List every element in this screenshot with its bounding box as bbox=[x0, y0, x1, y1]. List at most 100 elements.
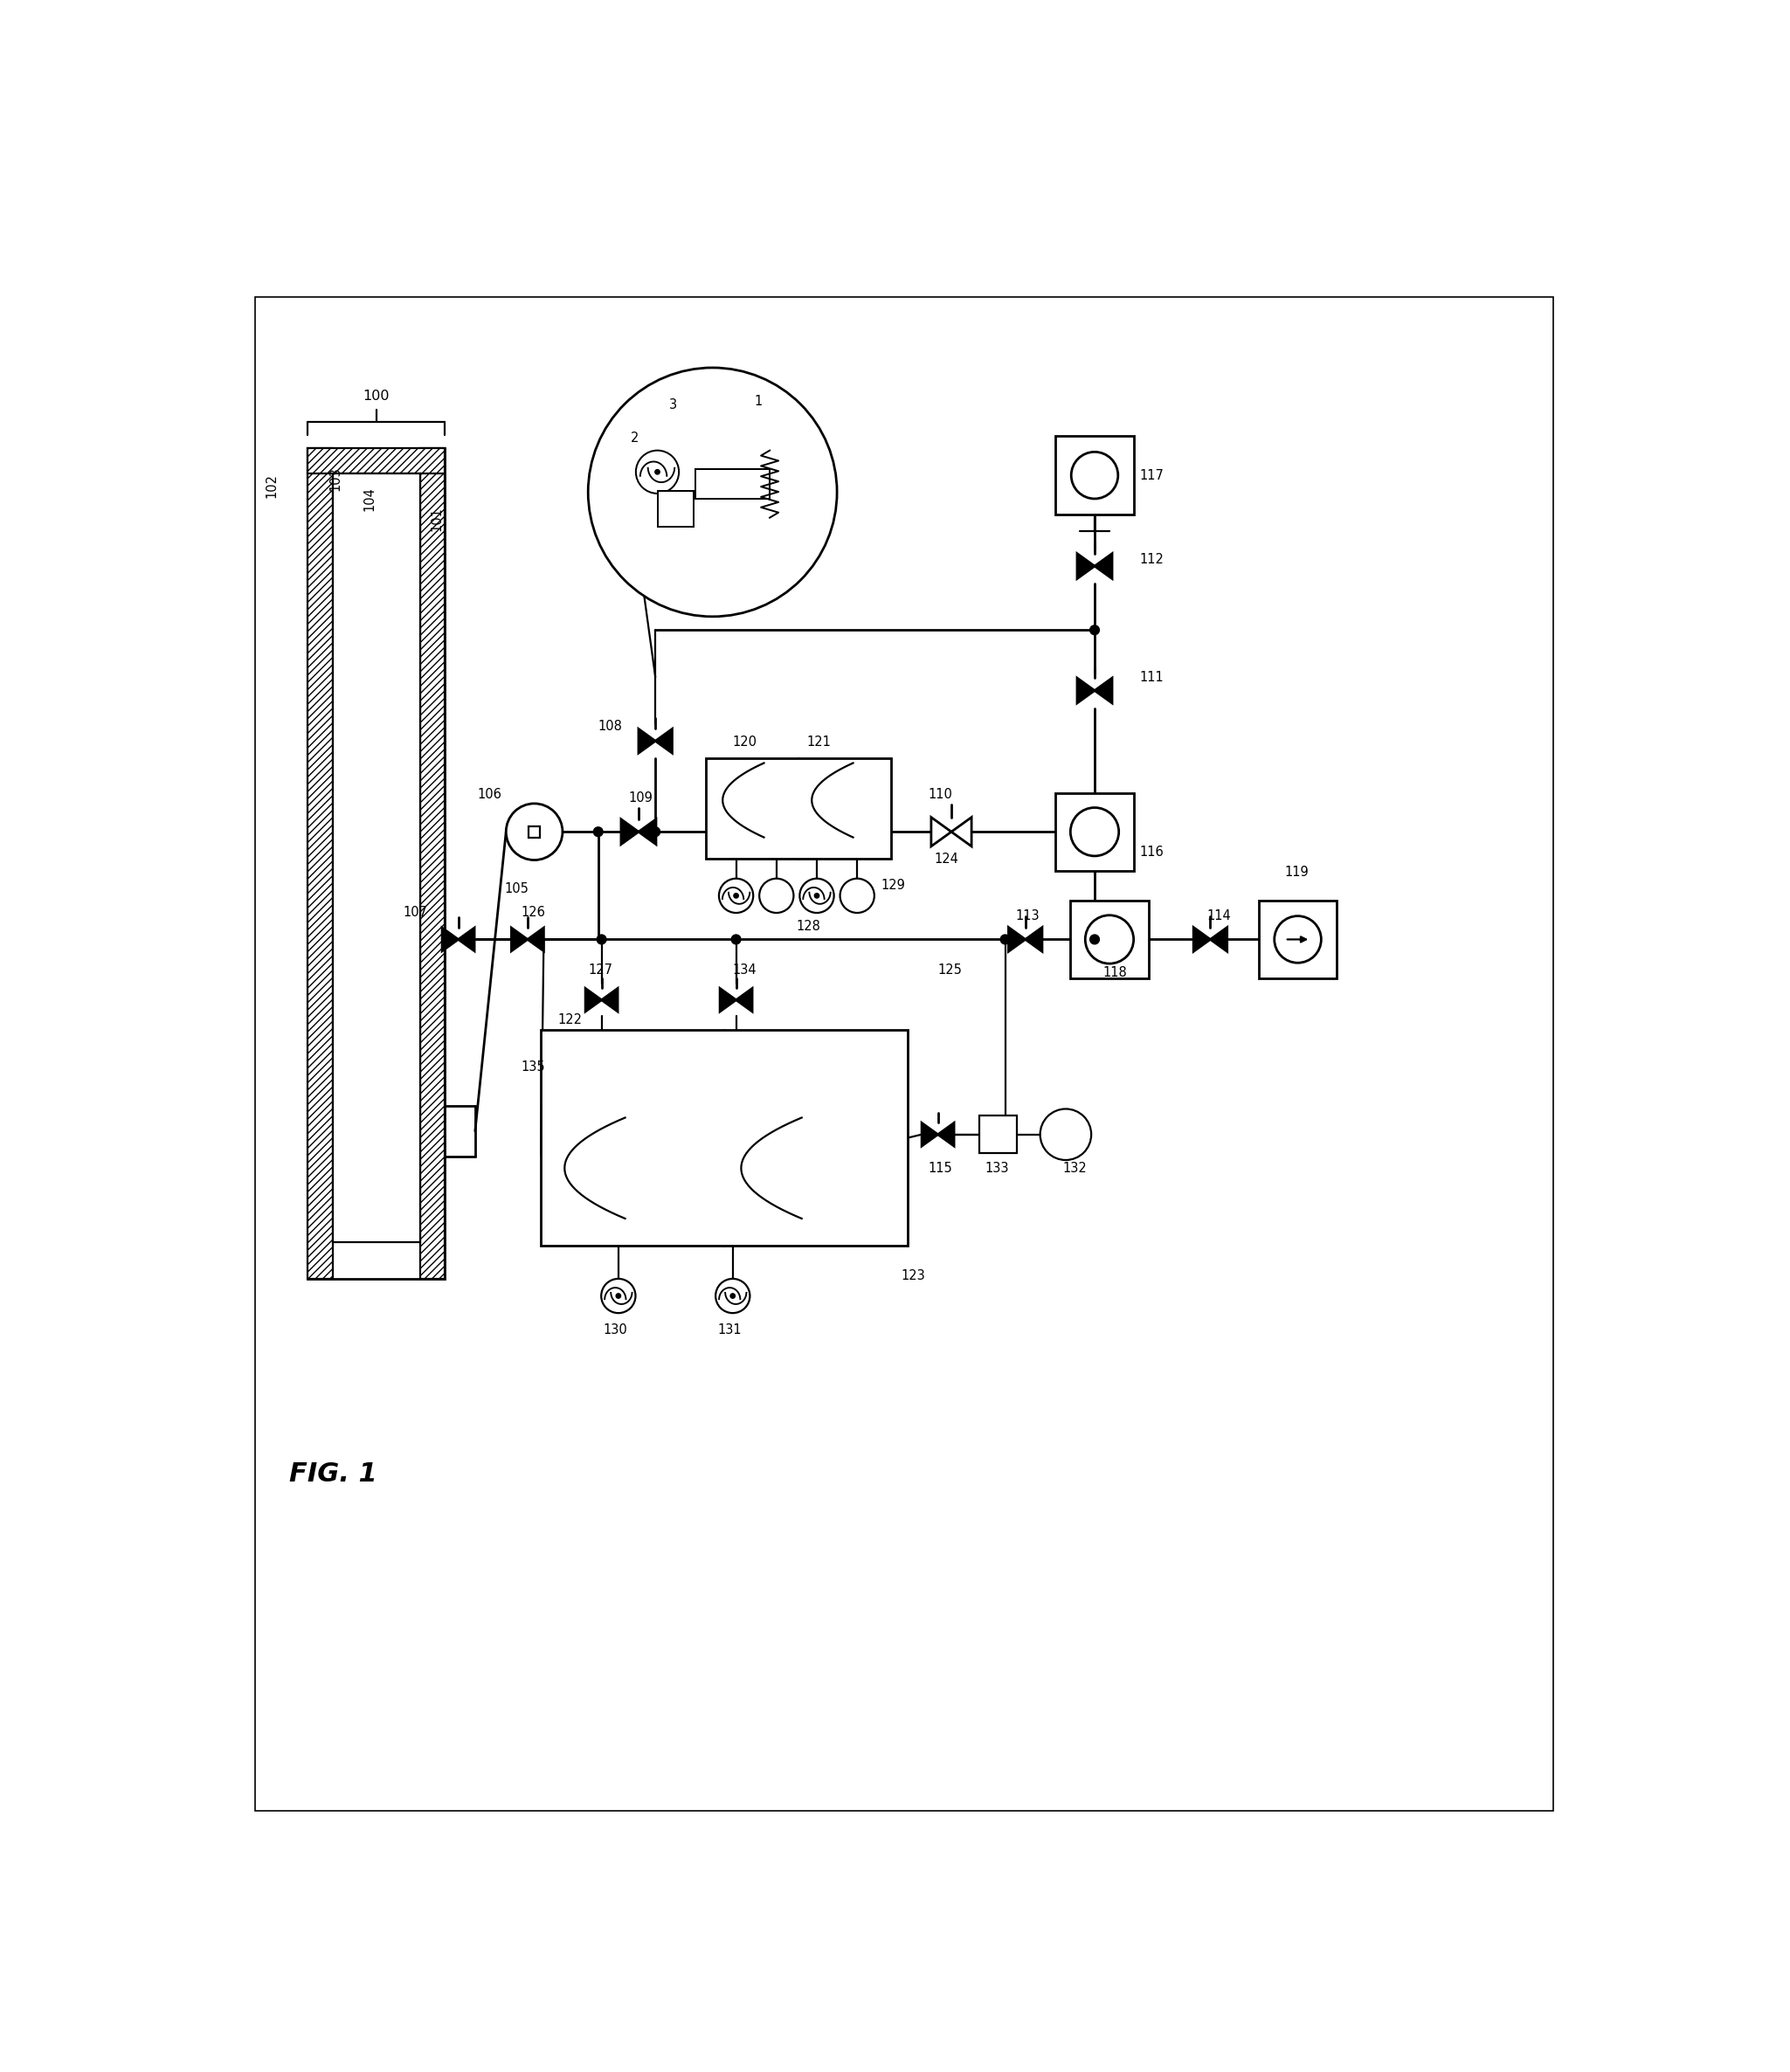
Polygon shape bbox=[922, 1123, 938, 1146]
Bar bbox=[1056, 794, 1133, 870]
Text: 130: 130 bbox=[603, 1324, 628, 1336]
Text: 134: 134 bbox=[732, 963, 757, 976]
Text: 123: 123 bbox=[900, 1270, 925, 1283]
Circle shape bbox=[716, 1278, 750, 1314]
Circle shape bbox=[840, 879, 874, 914]
Bar bbox=[1070, 901, 1149, 978]
Bar bbox=[979, 1115, 1017, 1154]
Circle shape bbox=[635, 450, 678, 493]
Text: 104: 104 bbox=[363, 487, 376, 512]
Circle shape bbox=[720, 879, 754, 914]
Text: 127: 127 bbox=[589, 963, 612, 976]
Text: 108: 108 bbox=[598, 719, 623, 733]
Polygon shape bbox=[458, 928, 474, 951]
Polygon shape bbox=[931, 816, 950, 845]
Text: 114: 114 bbox=[1206, 910, 1232, 922]
Text: 113: 113 bbox=[1015, 910, 1040, 922]
Polygon shape bbox=[601, 988, 618, 1011]
Text: 109: 109 bbox=[628, 792, 653, 804]
Text: 121: 121 bbox=[807, 736, 831, 748]
Circle shape bbox=[1274, 916, 1321, 963]
Circle shape bbox=[1070, 452, 1119, 499]
Circle shape bbox=[616, 1293, 621, 1299]
Polygon shape bbox=[1095, 678, 1112, 702]
Text: 126: 126 bbox=[521, 905, 546, 920]
Circle shape bbox=[596, 934, 607, 945]
Text: 115: 115 bbox=[927, 1162, 952, 1175]
Text: 2: 2 bbox=[630, 431, 639, 445]
Circle shape bbox=[732, 934, 741, 945]
Text: 131: 131 bbox=[718, 1324, 743, 1336]
Bar bbox=[308, 448, 446, 1278]
Polygon shape bbox=[938, 1123, 954, 1146]
Bar bbox=[308, 448, 333, 1278]
Bar bbox=[696, 468, 770, 499]
Circle shape bbox=[814, 893, 820, 897]
Text: 133: 133 bbox=[984, 1162, 1010, 1175]
Text: 3: 3 bbox=[669, 398, 677, 410]
Text: G: G bbox=[1060, 1127, 1070, 1142]
Circle shape bbox=[601, 1278, 635, 1314]
Polygon shape bbox=[442, 928, 458, 951]
Text: 107: 107 bbox=[403, 905, 428, 920]
Circle shape bbox=[1001, 934, 1010, 945]
Text: 119: 119 bbox=[1283, 866, 1308, 879]
Circle shape bbox=[1070, 808, 1119, 856]
Polygon shape bbox=[1194, 928, 1210, 951]
Circle shape bbox=[594, 827, 603, 837]
Circle shape bbox=[759, 879, 793, 914]
Text: 1: 1 bbox=[754, 396, 763, 408]
Circle shape bbox=[800, 879, 834, 914]
Text: FIG. 1: FIG. 1 bbox=[288, 1461, 376, 1488]
Polygon shape bbox=[639, 818, 657, 845]
Polygon shape bbox=[1095, 553, 1112, 578]
Circle shape bbox=[734, 893, 739, 897]
Polygon shape bbox=[720, 988, 736, 1011]
Bar bbox=[333, 472, 421, 1241]
Circle shape bbox=[589, 367, 838, 617]
Text: M: M bbox=[993, 1129, 1004, 1140]
Circle shape bbox=[1090, 934, 1099, 945]
Text: 128: 128 bbox=[797, 920, 822, 932]
Text: 125: 125 bbox=[938, 963, 963, 976]
Polygon shape bbox=[585, 988, 601, 1011]
Polygon shape bbox=[1078, 553, 1095, 578]
Text: 101: 101 bbox=[430, 508, 444, 530]
Polygon shape bbox=[1078, 678, 1095, 702]
Polygon shape bbox=[1210, 928, 1228, 951]
Circle shape bbox=[650, 827, 661, 837]
Text: 110: 110 bbox=[927, 787, 952, 802]
Polygon shape bbox=[736, 988, 752, 1011]
Text: 135: 135 bbox=[521, 1061, 544, 1073]
Text: 106: 106 bbox=[478, 787, 501, 802]
Text: 112: 112 bbox=[1140, 553, 1163, 566]
Text: 116: 116 bbox=[1140, 845, 1163, 858]
Bar bbox=[705, 758, 891, 858]
Polygon shape bbox=[1008, 928, 1026, 951]
Polygon shape bbox=[655, 729, 673, 752]
Polygon shape bbox=[621, 818, 639, 845]
Polygon shape bbox=[1026, 928, 1042, 951]
Bar bbox=[308, 448, 446, 472]
Bar bbox=[421, 448, 446, 1278]
Text: 100: 100 bbox=[363, 390, 390, 402]
Text: 124: 124 bbox=[934, 852, 959, 866]
Circle shape bbox=[655, 470, 661, 474]
Text: 129: 129 bbox=[881, 879, 906, 893]
Text: 105: 105 bbox=[505, 883, 528, 895]
Bar bbox=[1258, 901, 1337, 978]
Circle shape bbox=[1090, 626, 1099, 634]
Text: 111: 111 bbox=[1140, 671, 1163, 684]
Polygon shape bbox=[639, 729, 655, 752]
Text: 117: 117 bbox=[1140, 468, 1163, 483]
Bar bbox=[657, 491, 695, 526]
Polygon shape bbox=[950, 816, 972, 845]
Text: 122: 122 bbox=[558, 1013, 582, 1028]
Text: 118: 118 bbox=[1103, 966, 1128, 980]
Circle shape bbox=[730, 1293, 736, 1299]
Circle shape bbox=[1085, 916, 1133, 963]
Circle shape bbox=[1040, 1109, 1092, 1160]
Text: 120: 120 bbox=[732, 736, 757, 748]
Text: 102: 102 bbox=[265, 472, 277, 497]
Text: 132: 132 bbox=[1061, 1162, 1087, 1175]
